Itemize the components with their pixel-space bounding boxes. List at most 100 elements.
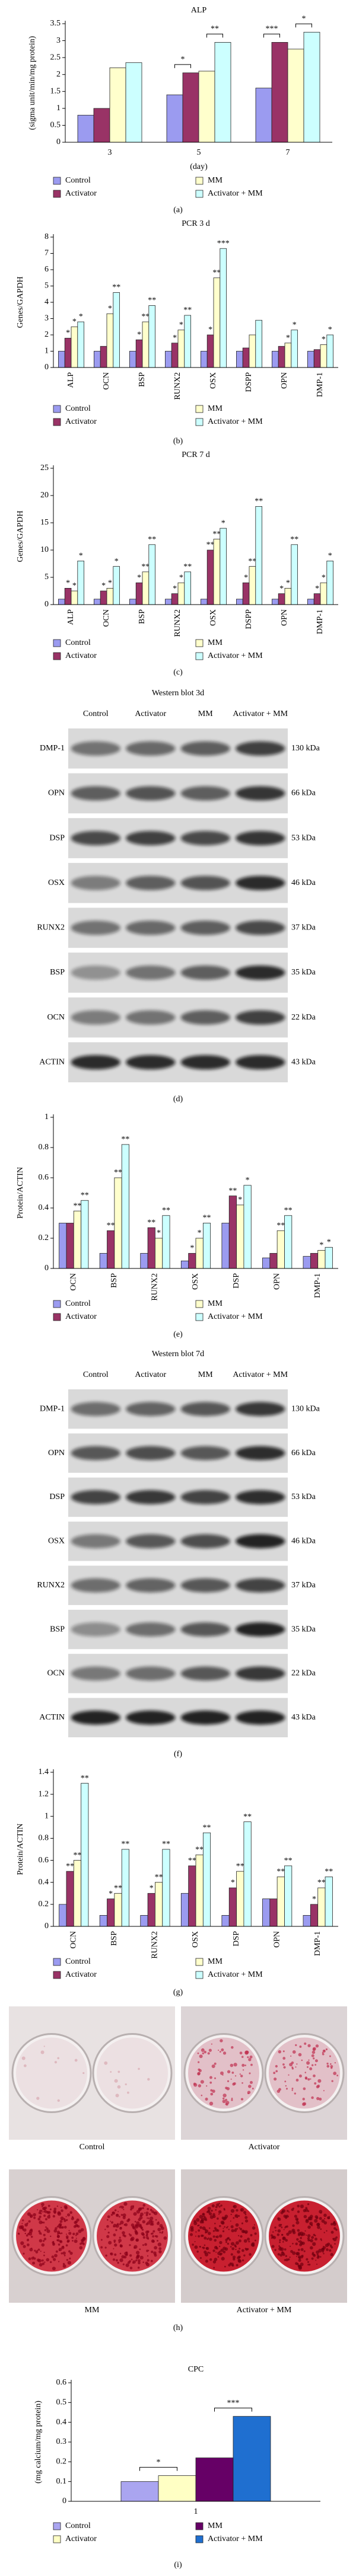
bar [202,1832,211,1927]
stain-spot [317,2079,322,2083]
bar [184,315,191,368]
stain-spot [235,2214,237,2217]
blot-band [71,830,120,846]
stain-spot [75,2232,79,2235]
stain-spot [139,2248,141,2251]
stain-spot [43,2233,46,2236]
stain-spot [288,2230,292,2234]
stain-spot [318,2248,322,2253]
stain-spot [247,2238,250,2241]
stain-spot [300,2204,304,2209]
y-tick-label: 0.2 [56,2457,67,2466]
stain-spot [154,2246,158,2250]
bar [307,599,314,605]
legend-label: Control [65,638,91,647]
legend-swatch [195,1958,204,1966]
stain-spot [209,2238,212,2241]
blot-band [71,1578,120,1593]
bar [284,588,292,605]
stain-spot [329,2063,332,2065]
stain-spot [199,2257,202,2259]
protein-label: OPN [48,789,65,798]
bar [233,2416,271,2502]
stain-spot [37,2209,39,2211]
bar [155,1238,163,1269]
stain-spot [333,2222,336,2225]
stain-spot [304,2042,307,2045]
stain-spot [142,2261,144,2263]
stain-spot [113,2239,116,2242]
significance-mark: ** [66,1862,74,1871]
stain-spot [160,2226,164,2230]
stain-spot [205,2231,207,2234]
stain-spot [204,2050,206,2054]
stain-spot [274,2249,276,2251]
stain-spot [295,2220,300,2225]
stain-spot [281,2209,286,2213]
blot-band [71,965,120,980]
bar [255,88,272,143]
stain-spot [61,2252,63,2255]
stain-spot [28,2257,31,2261]
stain-spot [215,2206,218,2209]
bar [195,1854,204,1927]
stain-spot [156,2239,159,2242]
legend-swatch [53,177,61,185]
blot-band [236,965,285,980]
stain-spot [330,2223,333,2226]
bar [107,1899,115,1927]
legend-label: MM [208,1957,223,1966]
stain-spot [158,2250,162,2254]
stain-spot [330,2064,333,2068]
stain-spot [44,2229,47,2232]
stain-spot [310,2239,313,2243]
blot-band [180,1402,230,1417]
bar [100,346,107,368]
stain-spot [147,2230,150,2233]
significance-mark: ** [183,306,192,315]
legend-swatch [53,2522,61,2530]
lane-label: Activator [135,1370,166,1379]
significance-mark: ** [203,1823,211,1832]
stain-spot [307,2203,310,2206]
stain-spot [303,2209,307,2213]
stain-spot [214,2062,217,2065]
stain-spot [282,2050,285,2053]
blot-band [180,1710,230,1725]
significance-mark: * [315,584,319,593]
significance-mark: ** [284,1856,293,1865]
stain-spot [24,2232,27,2235]
protein-label: BSP [50,968,65,977]
stain-spot [314,2059,318,2063]
x-tick-label: DSP [232,1273,241,1289]
stain-spot [206,2210,211,2214]
stain-spot [114,2209,117,2211]
significance-mark: *** [227,2399,240,2408]
stain-spot [225,2226,228,2229]
x-axis-label: (day) [190,162,208,171]
significance-mark: * [79,312,83,321]
y-axis-label: Genes/GAPDH [16,276,25,328]
stain-spot [117,2261,119,2264]
stain-spot [223,2227,224,2229]
stain-spot [134,2245,138,2249]
stain-spot [130,2238,134,2242]
stain-spot [142,2244,144,2246]
stain-spot [298,2257,301,2259]
stain-spot [63,2205,68,2209]
stain-spot [157,2221,160,2223]
stain-spot [135,2238,139,2242]
stain-spot [326,2064,330,2068]
stain-spot [213,2267,215,2269]
stain-spot [329,2249,332,2252]
stain-spot [39,2239,43,2243]
blot-title: Western blot 7d [152,1350,204,1359]
y-tick-label: 4 [44,298,49,306]
stain-spot [198,2084,202,2088]
bar [59,1223,67,1269]
stain-spot [52,2242,55,2245]
significance-mark: * [109,1890,113,1899]
stain-spot [218,2234,223,2238]
significance-mark: * [238,1196,242,1204]
size-label: 35 kDa [291,1625,316,1634]
